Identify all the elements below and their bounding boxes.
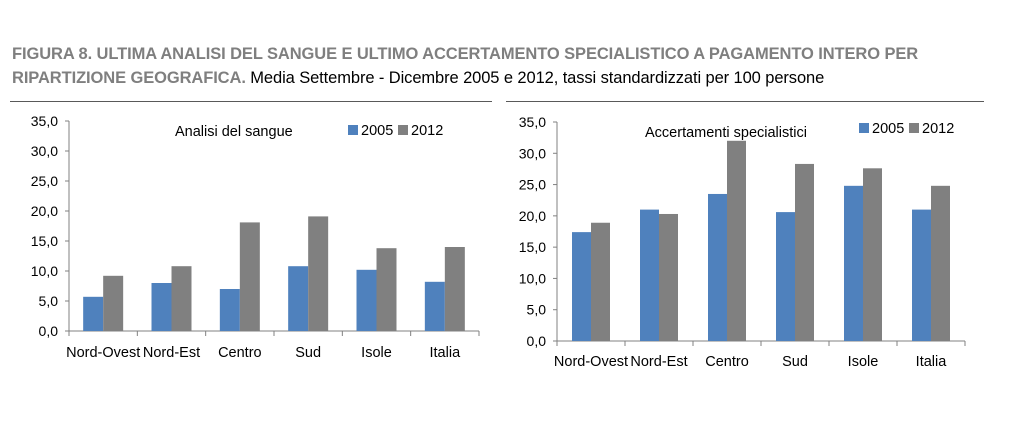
bar-2012: [591, 222, 610, 341]
figure-title-prefix: FIGURA 8. ULTIMA ANALISI DEL SANGUE E UL…: [12, 45, 919, 87]
bar-2005: [640, 209, 659, 341]
legend-swatch-2012: [398, 125, 408, 135]
y-tick-label: 25,0: [519, 177, 546, 193]
y-tick-label: 20,0: [519, 208, 546, 224]
y-tick-label: 10,0: [519, 270, 546, 286]
bar-2012: [376, 248, 397, 331]
blood-tests-chart: 0,0 5,0 10,0 15,0 20,0 25,0 30,0 35,0 Nord-Ovest…: [31, 113, 480, 361]
figure-title: FIGURA 8. ULTIMA ANALISI DEL SANGUE E UL…: [12, 42, 1012, 90]
y-tick-label: 5,0: [39, 293, 59, 309]
bar-2005: [844, 185, 863, 341]
figure-title-subtitle: Media Settembre - Dicembre 2005 e 2012, …: [250, 69, 825, 87]
bar-2012: [444, 247, 465, 331]
bar-2012: [171, 266, 192, 331]
chart-title: Accertamenti specialistici: [645, 125, 807, 141]
x-category-label: Nord-Ovest: [66, 345, 140, 361]
x-category-label: Italia: [916, 354, 948, 370]
legend-label-2005: 2005: [361, 123, 393, 139]
y-tick-label: 15,0: [31, 233, 58, 249]
y-tick-label: 0,0: [527, 333, 547, 349]
bar-2012: [795, 163, 814, 341]
y-tick-label: 30,0: [519, 145, 546, 161]
right-chart-top-rule: [506, 101, 984, 102]
bar-2012: [239, 222, 260, 331]
bar-2012: [727, 140, 746, 341]
bar-2005: [776, 212, 795, 341]
bar-2012: [931, 185, 950, 341]
y-tick-label: 20,0: [31, 203, 58, 219]
chart-title: Analisi del sangue: [175, 124, 293, 140]
legend-label-2012: 2012: [922, 121, 954, 137]
x-category-label: Sud: [782, 354, 808, 370]
x-category-label: Nord-Est: [143, 345, 200, 361]
bar-2012: [308, 216, 329, 331]
left-chart-top-rule: [10, 101, 492, 102]
x-category-label: Nord-Ovest: [554, 354, 628, 370]
bar-2005: [356, 269, 377, 331]
y-tick-label: 35,0: [31, 113, 58, 129]
y-tick-label: 15,0: [519, 239, 546, 255]
y-tick-label: 25,0: [31, 173, 58, 189]
legend-label-2012: 2012: [411, 123, 443, 139]
x-category-label: Isole: [361, 345, 392, 361]
legend-swatch-2005: [348, 125, 358, 135]
bar-2012: [103, 275, 124, 331]
bar-2005: [288, 266, 309, 331]
bar-2012: [863, 168, 882, 341]
y-tick-label: 5,0: [527, 302, 547, 318]
bar-2005: [424, 281, 445, 331]
x-category-label: Sud: [295, 345, 321, 361]
x-category-label: Italia: [430, 345, 462, 361]
legend-swatch-2005: [859, 123, 869, 133]
x-category-label: Nord-Est: [630, 354, 687, 370]
x-category-label: Centro: [218, 345, 262, 361]
legend-swatch-2012: [909, 123, 919, 133]
y-tick-label: 0,0: [39, 323, 59, 339]
bar-2005: [912, 209, 931, 341]
x-category-label: Isole: [848, 354, 879, 370]
bar-2005: [708, 193, 727, 341]
y-tick-label: 35,0: [519, 114, 546, 130]
bar-2005: [83, 296, 104, 331]
bar-2005: [151, 283, 172, 331]
x-category-label: Centro: [705, 354, 749, 370]
bar-2005: [572, 232, 591, 341]
bar-2005: [219, 289, 240, 331]
y-tick-label: 30,0: [31, 143, 58, 159]
legend-label-2005: 2005: [872, 121, 904, 137]
y-tick-label: 10,0: [31, 263, 58, 279]
bar-2012: [659, 213, 678, 341]
